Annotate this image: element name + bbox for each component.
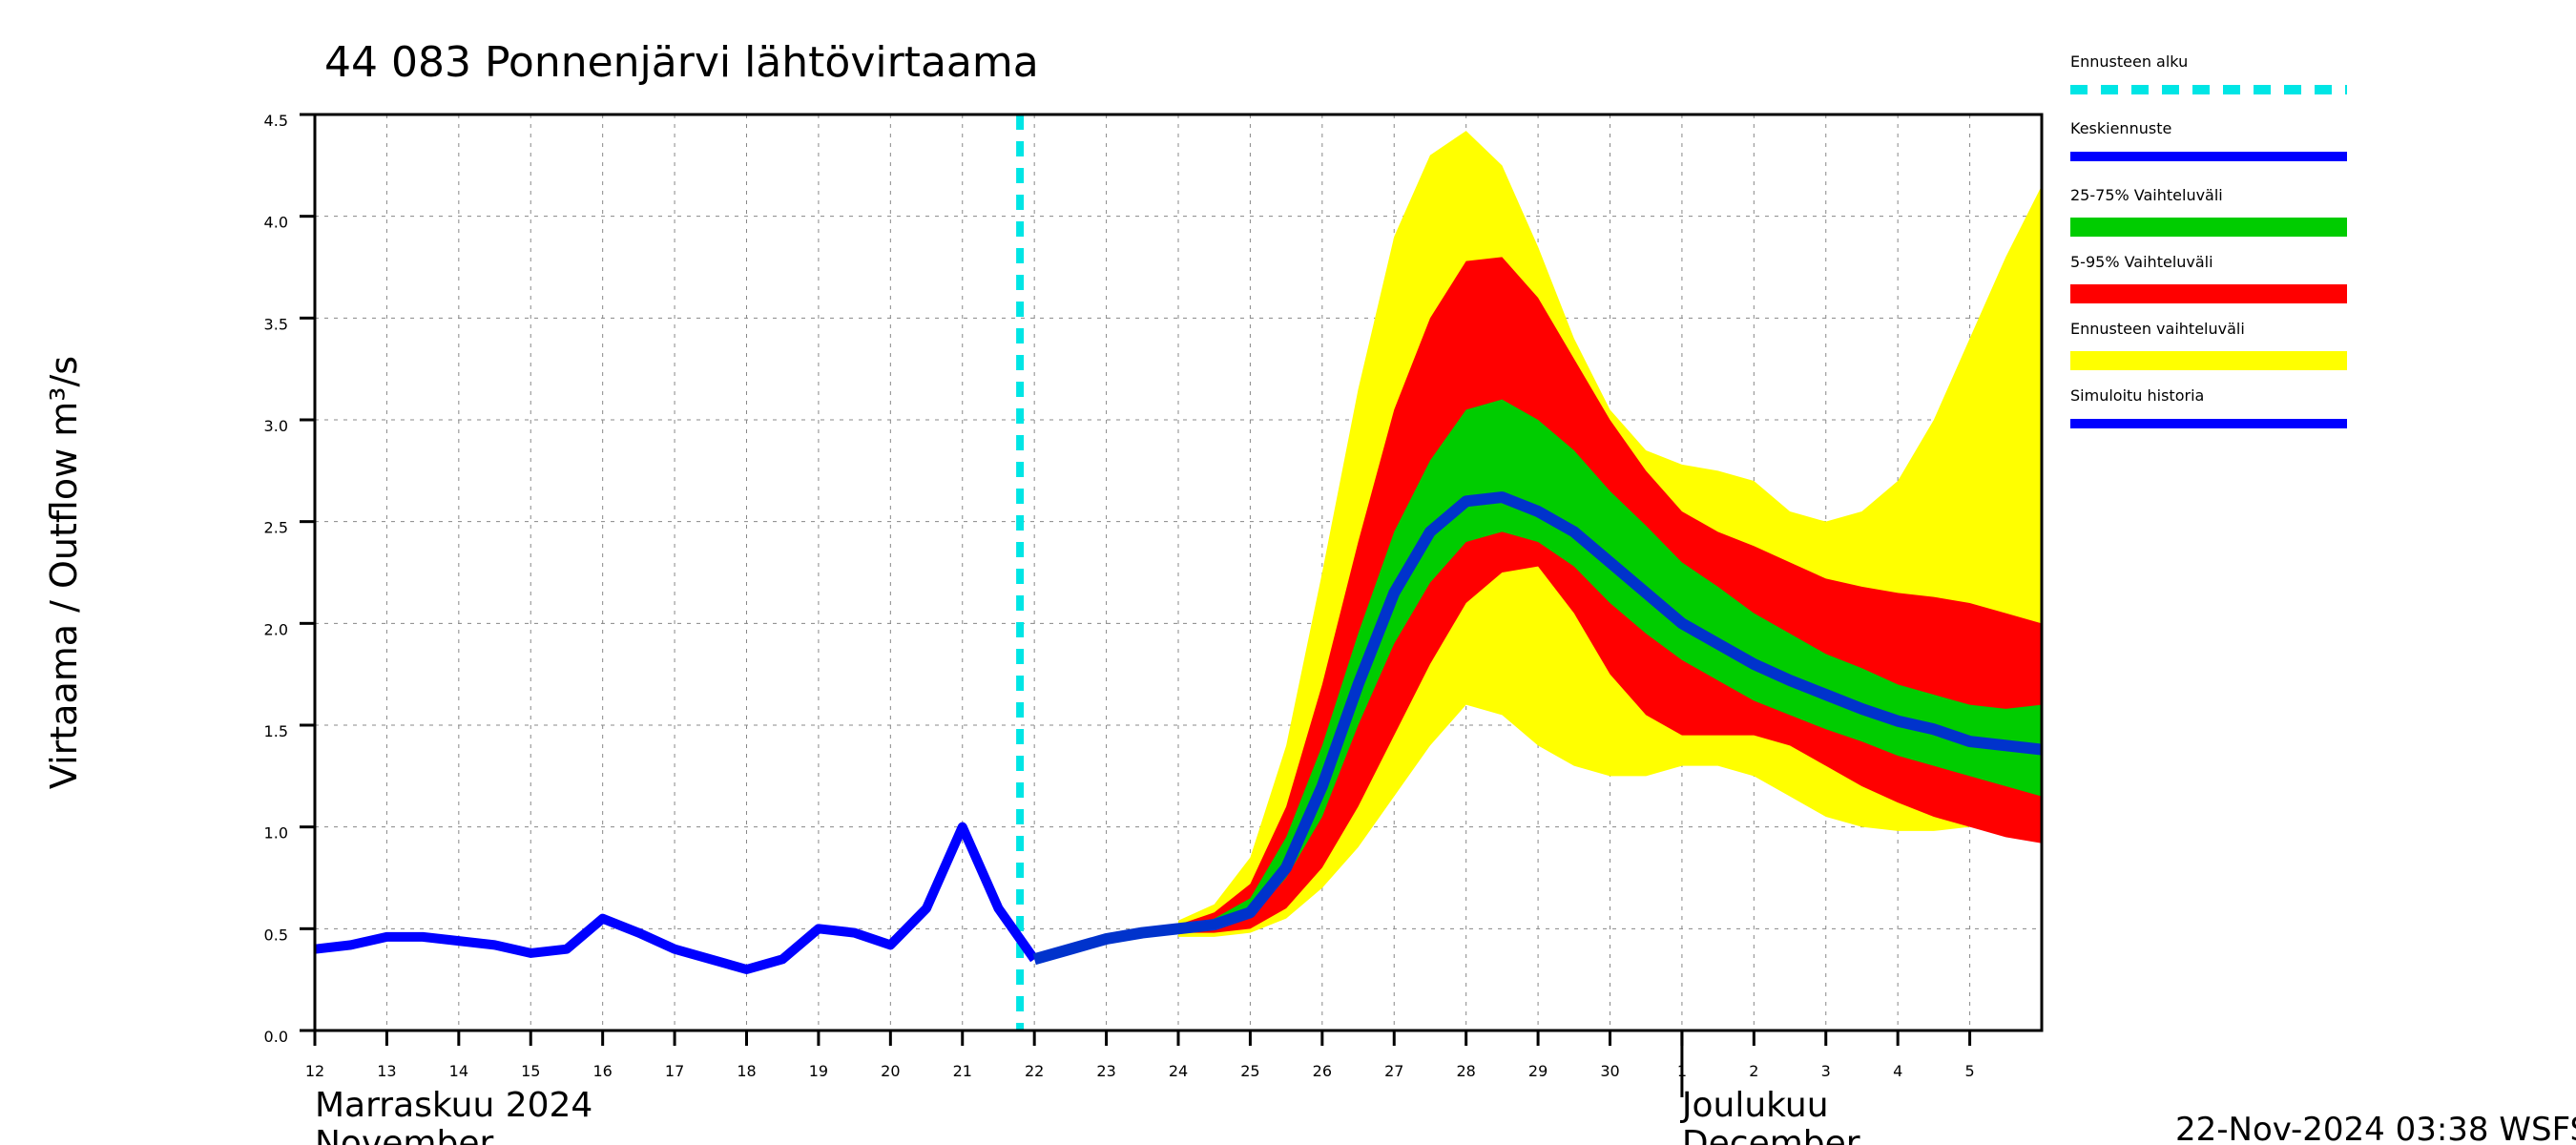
x-tick-label: 19 (809, 1062, 828, 1080)
x-tick-label: 24 (1169, 1062, 1188, 1080)
x-tick-label: 12 (305, 1062, 324, 1080)
legend-swatch (2070, 284, 2347, 303)
x-tick-label: 15 (521, 1062, 540, 1080)
x-tick-label: 3 (1821, 1062, 1831, 1080)
y-tick-label: 3.5 (264, 315, 288, 333)
legend-label: Keskiennuste (2070, 119, 2171, 137)
y-axis-label: Virtaama / Outflow m³/s (43, 356, 85, 789)
x-tick-label: 14 (449, 1062, 468, 1080)
chart-container: 0.0 0.5 1.0 1.5 2.0 2.5 3.0 3.5 4.0 4.5 12 13 14 15 16… (0, 0, 2576, 1145)
x-tick-label: 28 (1456, 1062, 1475, 1080)
y-tick-label: 1.5 (264, 722, 288, 740)
y-tick-label: 0.0 (264, 1028, 288, 1046)
legend-label: Simuloitu historia (2070, 386, 2204, 405)
y-tick-label: 2.0 (264, 620, 288, 638)
chart-svg: 0.0 0.5 1.0 1.5 2.0 2.5 3.0 3.5 4.0 4.5 12 13 14 15 16… (0, 0, 2576, 1145)
x-tick-label: 27 (1384, 1062, 1403, 1080)
y-tick-label: 4.5 (264, 112, 288, 130)
x-tick-label: 2 (1749, 1062, 1758, 1080)
x-tick-label: 20 (881, 1062, 900, 1080)
y-tick-label: 3.0 (264, 417, 288, 435)
month-label: Joulukuu (1680, 1086, 1829, 1125)
y-tick-label: 1.0 (264, 824, 288, 843)
month-label: Marraskuu 2024 (315, 1086, 592, 1125)
x-tick-label: 21 (953, 1062, 972, 1080)
legend-label: 5-95% Vaihteluväli (2070, 253, 2213, 271)
legend-label: Ennusteen vaihteluväli (2070, 320, 2245, 338)
legend-label: 25-75% Vaihteluväli (2070, 186, 2223, 204)
x-tick-label: 23 (1096, 1062, 1115, 1080)
x-tick-label: 22 (1025, 1062, 1044, 1080)
x-tick-label: 17 (665, 1062, 684, 1080)
x-tick-label: 4 (1893, 1062, 1902, 1080)
x-tick-label: 25 (1240, 1062, 1259, 1080)
y-tick-label: 2.5 (264, 519, 288, 537)
chart-title: 44 083 Ponnenjärvi lähtövirtaama (324, 38, 1039, 87)
x-tick-label: 5 (1964, 1062, 1974, 1080)
x-tick-label: 13 (377, 1062, 396, 1080)
legend-label: Ennusteen alku (2070, 52, 2188, 71)
y-tick-label: 0.5 (264, 926, 288, 944)
footer-timestamp: 22-Nov-2024 03:38 WSFS-O (2175, 1111, 2576, 1145)
x-tick-label: 26 (1313, 1062, 1332, 1080)
x-tick-label: 18 (737, 1062, 756, 1080)
month-label-en: December (1682, 1124, 1860, 1145)
legend-swatch (2070, 351, 2347, 370)
month-label-en: November (315, 1124, 493, 1145)
y-tick-label: 4.0 (264, 214, 288, 232)
legend-swatch (2070, 218, 2347, 237)
x-tick-label: 16 (592, 1062, 612, 1080)
x-tick-label: 29 (1528, 1062, 1548, 1080)
x-tick-label: 30 (1600, 1062, 1619, 1080)
